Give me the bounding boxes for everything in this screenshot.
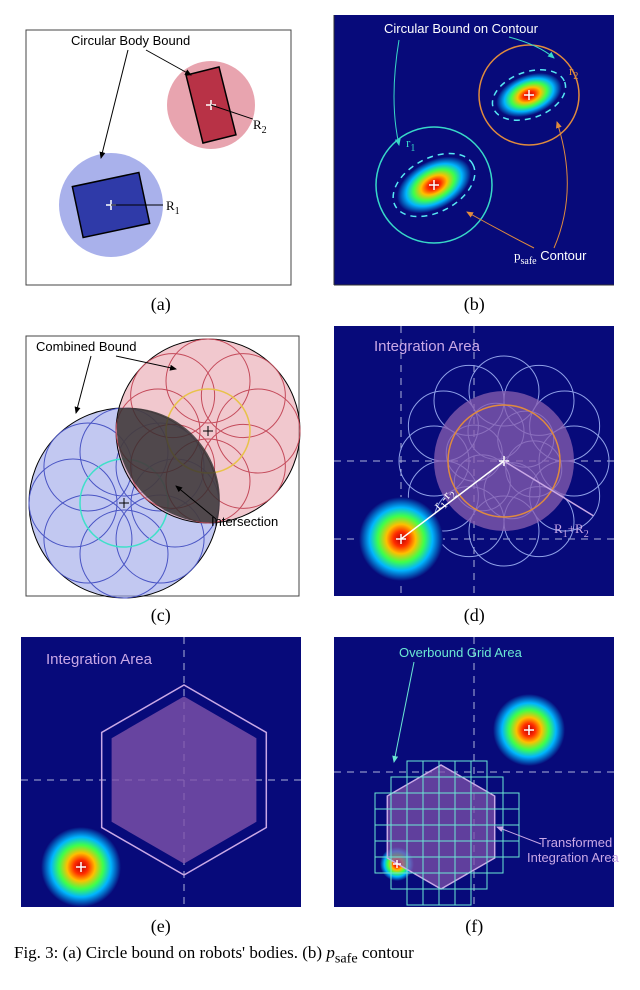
panel-e: Integration Area [16,632,306,912]
label-bound-contour: Circular Bound on Contour [384,21,539,36]
label-transformed-1: Transformed [539,835,612,850]
figure-grid: Circular Body Bound R1 R2 (a) [10,10,625,937]
label-transformed-2: Integration Area [527,850,619,865]
panel-d: Integration Area R1+R2 r1-r2 [329,321,619,601]
panel-f: Overbound Grid Area Transformed Integrat… [329,632,619,912]
label-combined: Combined Bound [36,339,136,354]
panel-d-cell: Integration Area R1+R2 r1-r2 (d) [324,321,626,626]
panel-a: Circular Body Bound R1 R2 [16,10,306,290]
sub-c: (c) [151,605,171,626]
panel-f-cell: Overbound Grid Area Transformed Integrat… [324,632,626,937]
panel-b: Circular Bound on Contour r1 r2 psafe Co… [329,10,619,290]
sub-a: (a) [151,294,171,315]
panel-e-cell: Integration Area (e) [10,632,312,937]
sub-e: (e) [151,916,171,937]
sub-d: (d) [464,605,485,626]
panel-c: Combined Bound Intersection [16,321,306,601]
panel-c-cell: Combined Bound Intersection (c) [10,321,312,626]
sub-f: (f) [465,916,483,937]
label-integration: Integration Area [46,651,153,668]
figure-caption: Fig. 3: (a) Circle bound on robots' bodi… [10,943,630,967]
label-intersection: Intersection [211,514,278,529]
panel-a-cell: Circular Body Bound R1 R2 (a) [10,10,312,315]
label-integration: Integration Area [374,338,481,355]
sub-b: (b) [464,294,485,315]
label-overbound: Overbound Grid Area [399,645,523,660]
panel-b-cell: Circular Bound on Contour r1 r2 psafe Co… [324,10,626,315]
label-body-bound: Circular Body Bound [71,33,190,48]
